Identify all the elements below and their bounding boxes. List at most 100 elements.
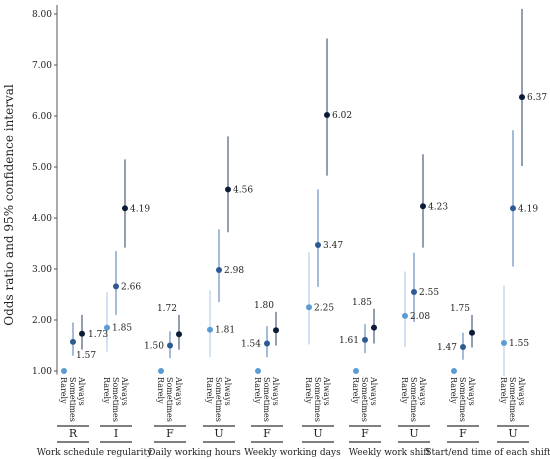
subgroup-code: F — [263, 427, 271, 440]
or-point — [255, 368, 261, 374]
level-label: Sometimes — [165, 377, 174, 422]
level-label: Sometimes — [508, 377, 517, 422]
y-tick-label: 8.00 — [32, 10, 52, 20]
level-label: Rarely — [102, 377, 111, 404]
data-label: 1.75 — [450, 304, 470, 314]
data-label: 6.37 — [527, 93, 547, 103]
level-label: Always — [467, 376, 476, 406]
or-point — [104, 324, 110, 331]
y-axis: 1.00 2.00 3.00 4.00 5.00 6.00 7.00 8.00 — [32, 5, 58, 377]
or-point — [79, 330, 85, 337]
level-label: Sometimes — [214, 377, 223, 422]
data-label: 1.47 — [437, 343, 457, 353]
level-label: Sometimes — [458, 377, 467, 422]
y-tick-label: 6.00 — [32, 112, 52, 122]
subgroup-code: U — [508, 427, 517, 440]
y-tick-label: 3.00 — [32, 265, 52, 275]
level-label: Sometimes — [111, 377, 120, 422]
level-label: Rarely — [449, 377, 458, 404]
data-label: 1.81 — [215, 326, 235, 336]
level-label: Rarely — [499, 377, 508, 404]
or-point — [315, 242, 321, 249]
or-point — [225, 186, 231, 193]
group-label: Start/end time of each shift — [425, 448, 550, 458]
or-point — [158, 368, 164, 374]
data-label: 6.02 — [332, 111, 352, 121]
subgroup-code: U — [214, 427, 223, 440]
level-label: Always — [77, 376, 86, 406]
or-point — [306, 304, 312, 311]
data-label: 1.85 — [352, 298, 372, 308]
level-label: Always — [223, 376, 232, 406]
subgroup-code: I — [114, 427, 118, 440]
data-label: 1.54 — [241, 339, 261, 349]
or-point — [176, 331, 182, 338]
data-label: 1.72 — [157, 304, 177, 314]
level-label: Rarely — [304, 377, 313, 404]
level-label: Sometimes — [409, 377, 418, 422]
y-tick-label: 4.00 — [32, 214, 52, 224]
or-point — [353, 368, 359, 374]
level-label: Sometimes — [313, 377, 322, 422]
group-label: Daily working hours — [148, 448, 241, 458]
level-label: Always — [517, 376, 526, 406]
or-point — [420, 203, 426, 210]
or-point — [362, 336, 368, 343]
or-point — [469, 329, 475, 336]
or-point — [264, 340, 270, 347]
y-tick-label: 5.00 — [32, 163, 52, 173]
data-label: 4.19 — [130, 204, 150, 214]
data-labels: 1.57 1.73 1.85 2.66 4.19 1.50 1.72 1.81 2.98 4.56… — [76, 93, 547, 361]
level-label: Always — [271, 376, 280, 406]
subgroup-code: R — [69, 427, 78, 440]
data-label: 4.56 — [233, 185, 253, 195]
data-label: 1.57 — [76, 351, 96, 361]
or-point — [113, 283, 119, 290]
data-label: 2.25 — [314, 303, 334, 313]
or-point — [122, 205, 128, 212]
level-label: Rarely — [253, 377, 262, 404]
data-label: 1.61 — [339, 336, 359, 346]
data-label: 1.85 — [112, 324, 132, 334]
subgroup-code: F — [459, 427, 467, 440]
data-label: 1.55 — [509, 339, 529, 349]
y-axis-label: Odds ratio and 95% confidence interval — [2, 84, 16, 326]
or-point — [460, 344, 466, 351]
odds-ratio-points — [61, 94, 525, 374]
level-label: Always — [418, 376, 427, 406]
or-point — [402, 312, 408, 319]
level-label: Sometimes — [360, 377, 369, 422]
level-label: Rarely — [400, 377, 409, 404]
level-label: Sometimes — [262, 377, 271, 422]
level-label: Rarely — [205, 377, 214, 404]
group-label: Weekly working days — [244, 448, 341, 458]
level-label: Rarely — [351, 377, 360, 404]
confidence-intervals — [72, 8, 523, 377]
subgroup-code: F — [361, 427, 369, 440]
data-label: 3.47 — [323, 241, 343, 251]
or-point — [216, 267, 222, 274]
y-tick-label: 1.00 — [32, 367, 52, 377]
level-label: Always — [369, 376, 378, 406]
or-point — [167, 342, 173, 349]
data-label: 1.50 — [144, 342, 164, 352]
subgroup-code: F — [166, 427, 174, 440]
data-label: 2.66 — [121, 282, 141, 292]
or-point — [411, 288, 417, 295]
or-point — [70, 338, 76, 345]
or-point — [451, 368, 457, 374]
or-point — [207, 326, 213, 333]
data-label: 4.19 — [518, 204, 538, 214]
data-label: 1.73 — [88, 330, 108, 340]
level-label: Rarely — [59, 377, 68, 404]
data-label: 2.98 — [224, 266, 244, 276]
or-point — [61, 368, 67, 374]
y-tick-label: 2.00 — [32, 316, 52, 326]
or-point — [371, 324, 377, 331]
group-label: Weekly work shift — [349, 448, 431, 458]
data-label: 2.08 — [410, 312, 430, 322]
level-label: Always — [174, 376, 183, 406]
subgroup-code: U — [313, 427, 322, 440]
or-point — [519, 94, 525, 101]
